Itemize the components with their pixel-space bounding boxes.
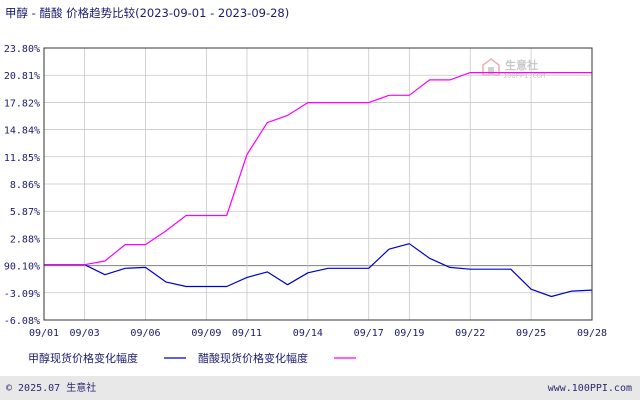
y-tick-label: 17.82% [4, 98, 40, 109]
x-axis-ticks: 09/01 09/03 09/06 09/09 09/11 09/14 09/17 09/19… [29, 328, 607, 339]
x-tick-label: 09/25 [516, 328, 546, 339]
title-suffix: 价格趋势比较 [62, 6, 135, 20]
series-line-methanol [44, 243, 593, 298]
watermark-logo-door [488, 67, 494, 75]
x-tick-label: 09/14 [293, 328, 323, 339]
title-series-a: 甲醇 [5, 6, 28, 20]
y-tick-label: 11.85% [4, 153, 40, 164]
x-tick-label: 09/03 [70, 328, 100, 339]
legend-label-series-a: 甲醇现货价格变化幅度 [28, 351, 138, 365]
legend-label-series-b: 醋酸现货价格变化幅度 [198, 351, 308, 365]
title-separator: - [28, 6, 39, 20]
watermark-text: 生意社 [505, 58, 538, 72]
title-series-b: 醋酸 [39, 6, 62, 20]
y-axis-ticks: 23.80% 20.81% 17.82% 14.84% 11.85% 8.86% 5.87%… [4, 44, 40, 327]
footer-url: www.100PPI.com [548, 383, 632, 394]
y-tick-label: 14.84% [4, 126, 40, 137]
plot-border [43, 47, 593, 321]
x-tick-label: 09/01 [29, 328, 59, 339]
y-tick-label: 5.87% [10, 207, 40, 218]
watermark-url: 100PPI.COM [503, 72, 545, 80]
series-lines [44, 71, 593, 298]
watermark: 生意社 100PPI.COM [482, 58, 545, 80]
y-tick-label: 8.86% [10, 180, 40, 191]
x-tick-label: 09/11 [232, 328, 262, 339]
title-date-range: (2023-09-01 - 2023-09-28) [135, 6, 289, 20]
footer-copyright: © 2025.07 生意社 [6, 381, 96, 394]
x-tick-label: 09/17 [354, 328, 384, 339]
y-tick-label: 90.10% [4, 262, 40, 273]
y-tick-label: 20.81% [4, 71, 40, 82]
x-tick-label: 09/19 [394, 328, 424, 339]
footer: © 2025.07 生意社 www.100PPI.com [0, 376, 640, 400]
legend: 甲醇现货价格变化幅度 醋酸现货价格变化幅度 [28, 351, 356, 365]
grid [43, 47, 593, 321]
footer-background [0, 376, 640, 400]
chart-title: 甲醇 - 醋酸 价格趋势比较(2023-09-01 - 2023-09-28) [5, 6, 289, 20]
series-line-acetic-acid [44, 71, 592, 266]
y-tick-label: -6.08% [4, 316, 40, 327]
y-tick-label: 2.88% [10, 234, 40, 245]
x-tick-label: 09/06 [130, 328, 160, 339]
y-tick-label: -3.09% [4, 289, 40, 300]
x-tick-label: 09/09 [191, 328, 221, 339]
x-tick-label: 09/28 [577, 328, 607, 339]
y-tick-label: 23.80% [4, 44, 40, 55]
x-tick-label: 09/22 [455, 328, 485, 339]
